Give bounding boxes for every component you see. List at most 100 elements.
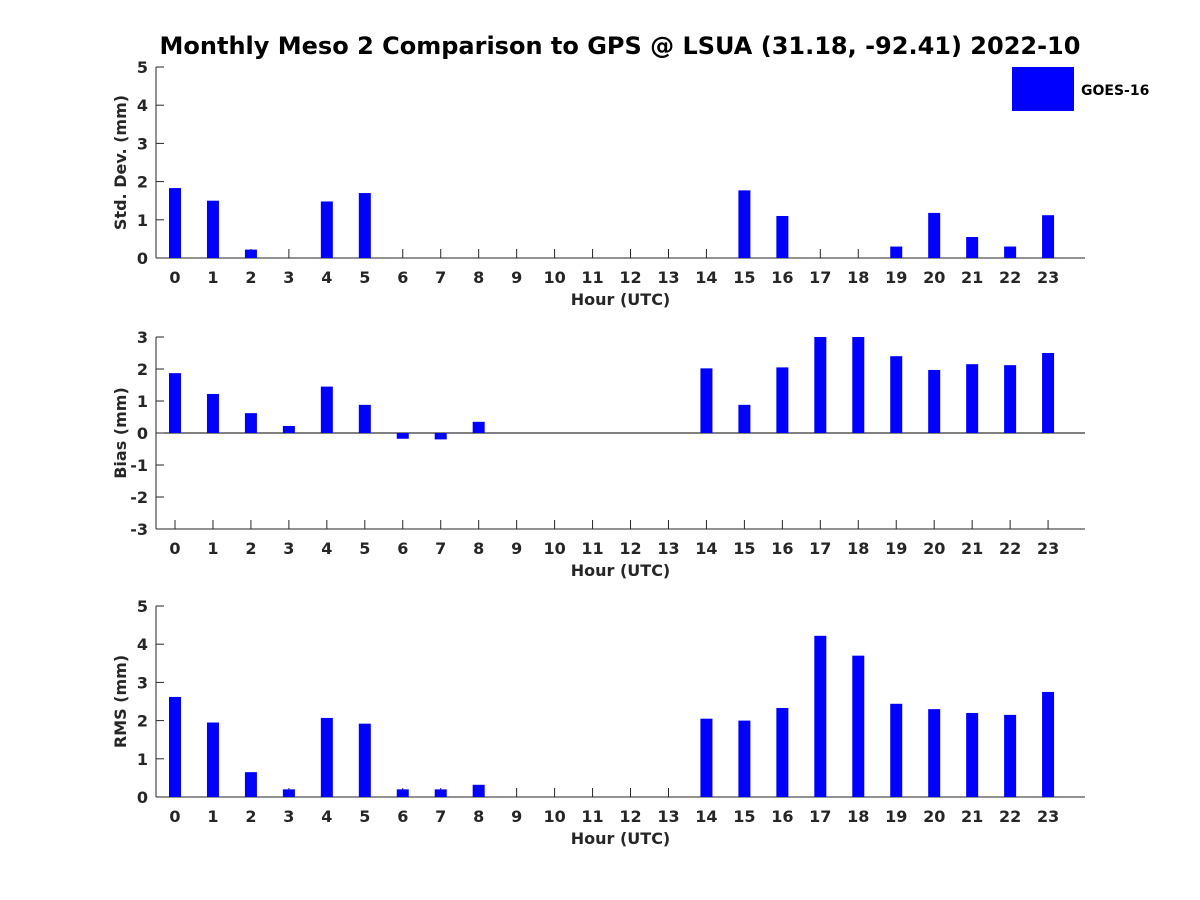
rms-bar-5	[358, 723, 371, 797]
std-x-tick-label: 18	[847, 268, 869, 287]
std-x-tick-label: 13	[657, 268, 679, 287]
std-x-tick-label: 1	[207, 268, 218, 287]
bias-y-tick-label: 1	[137, 392, 148, 411]
rms-bar-23	[1042, 691, 1055, 797]
std-x-tick-label: 16	[771, 268, 793, 287]
rms-bar-17	[814, 635, 827, 797]
bias-x-tick-label: 0	[169, 539, 180, 558]
bias-bar-8	[472, 421, 485, 433]
rms-x-tick-label: 17	[809, 807, 831, 826]
std-bar-21	[966, 236, 979, 258]
rms-bar-7	[434, 789, 447, 797]
bias-y-tick-label: 0	[137, 424, 148, 443]
std-x-tick-label: 8	[473, 268, 484, 287]
std-y-axis-label: Std. Dev. (mm)	[111, 95, 130, 230]
rms-y-tick-label: 1	[137, 750, 148, 769]
std-x-tick-label: 17	[809, 268, 831, 287]
std-x-tick-label: 10	[543, 268, 565, 287]
bias-x-tick-label: 5	[359, 539, 370, 558]
rms-bar-6	[396, 789, 409, 797]
rms-y-tick-label: 0	[137, 788, 148, 807]
bias-x-tick-label: 16	[771, 539, 793, 558]
rms-x-tick-label: 6	[397, 807, 408, 826]
std-bar-20	[928, 212, 941, 258]
bias-bar-16	[776, 367, 789, 433]
rms-y-tick-label: 2	[137, 712, 148, 731]
rms-bar-4	[320, 717, 333, 797]
bias-bar-1	[206, 393, 219, 433]
bias-x-tick-label: 13	[657, 539, 679, 558]
bias-bar-17	[814, 337, 827, 433]
bias-x-tick-label: 15	[733, 539, 755, 558]
bias-bar-5	[358, 404, 371, 433]
bias-x-tick-label: 12	[619, 539, 641, 558]
std-y-tick-label: 0	[137, 249, 148, 268]
std-x-tick-label: 20	[923, 268, 945, 287]
std-x-tick-label: 12	[619, 268, 641, 287]
rms-x-tick-label: 9	[511, 807, 522, 826]
rms-x-tick-label: 7	[435, 807, 446, 826]
rms-x-tick-label: 22	[999, 807, 1021, 826]
rms-bar-16	[776, 707, 789, 797]
bias-bar-3	[282, 425, 295, 433]
bias-bar-19	[890, 356, 903, 433]
bias-bar-22	[1004, 365, 1017, 433]
std-x-tick-label: 23	[1037, 268, 1059, 287]
bias-bar-14	[700, 368, 713, 433]
bias-x-tick-label: 17	[809, 539, 831, 558]
rms-bar-2	[244, 772, 257, 797]
bias-bar-4	[320, 386, 333, 433]
rms-x-tick-label: 5	[359, 807, 370, 826]
bias-y-tick-label: -3	[130, 520, 148, 539]
std-y-tick-label: 4	[137, 96, 148, 115]
bias-bar-6	[396, 433, 409, 439]
bias-y-tick-label: 2	[137, 360, 148, 379]
std-bar-16	[776, 215, 789, 258]
bias-bar-21	[966, 364, 979, 433]
rms-bar-21	[966, 712, 979, 797]
rms-bar-15	[738, 720, 751, 797]
std-bar-22	[1004, 246, 1017, 258]
bias-x-tick-label: 14	[695, 539, 717, 558]
bias-x-tick-label: 9	[511, 539, 522, 558]
bias-x-tick-label: 7	[435, 539, 446, 558]
bias-y-tick-label: -1	[130, 456, 148, 475]
std-x-tick-label: 4	[321, 268, 332, 287]
rms-bar-18	[852, 655, 865, 797]
std-x-tick-label: 19	[885, 268, 907, 287]
bias-x-tick-label: 20	[923, 539, 945, 558]
bias-x-tick-label: 6	[397, 539, 408, 558]
bias-x-tick-label: 1	[207, 539, 218, 558]
legend-swatch	[1012, 67, 1074, 111]
rms-x-axis-label: Hour (UTC)	[571, 829, 671, 848]
std-bar-0	[169, 188, 181, 258]
rms-x-tick-label: 2	[245, 807, 256, 826]
bias-x-tick-label: 4	[321, 539, 332, 558]
rms-bar-0	[169, 696, 181, 797]
rms-x-tick-label: 15	[733, 807, 755, 826]
bias-bar-20	[928, 369, 941, 433]
std-x-axis-label: Hour (UTC)	[571, 290, 671, 309]
chart-title: Monthly Meso 2 Comparison to GPS @ LSUA …	[160, 32, 1081, 60]
std-x-tick-label: 6	[397, 268, 408, 287]
rms-x-tick-label: 13	[657, 807, 679, 826]
rms-bar-20	[928, 709, 941, 797]
std-x-tick-label: 5	[359, 268, 370, 287]
std-x-tick-label: 14	[695, 268, 717, 287]
legend-label: GOES-16	[1081, 83, 1149, 99]
std-bar-1	[206, 200, 219, 258]
rms-x-tick-label: 16	[771, 807, 793, 826]
rms-y-axis-label: RMS (mm)	[111, 655, 130, 748]
rms-x-tick-label: 11	[581, 807, 603, 826]
rms-x-tick-label: 21	[961, 807, 983, 826]
std-x-tick-label: 0	[169, 268, 180, 287]
bias-y-tick-label: -2	[130, 488, 148, 507]
std-bar-5	[358, 193, 371, 258]
std-y-tick-label: 1	[137, 211, 148, 230]
bias-bar-15	[738, 404, 751, 433]
std-x-tick-label: 3	[283, 268, 294, 287]
bias-x-tick-label: 21	[961, 539, 983, 558]
